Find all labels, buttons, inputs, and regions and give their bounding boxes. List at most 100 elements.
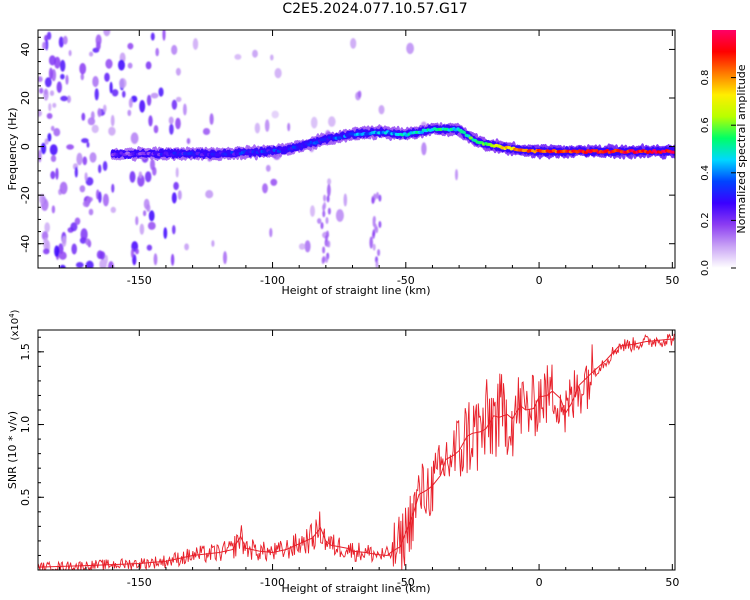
spectrogram-noise-blob — [378, 194, 382, 202]
spectrogram-noise-blob — [49, 144, 58, 156]
spectrogram-noise-blob — [406, 42, 414, 55]
spectrogram-noise-blob — [372, 229, 376, 237]
spectrogram-noise-blob — [51, 205, 56, 214]
spectrogram-noise-blob — [110, 206, 117, 213]
spectrogram-noise-blob — [322, 255, 326, 263]
spectrogram-noise-blob — [326, 230, 329, 238]
spectrogram-noise-blob — [211, 240, 215, 247]
spectrogram-noise-blob — [86, 196, 93, 202]
spectrogram-noise-blob — [183, 103, 187, 116]
spectrogram-noise-blob — [103, 30, 111, 37]
spectrogram-noise-blob — [150, 92, 159, 99]
spectrogram-noise-blob — [234, 54, 242, 60]
spectrogram-noise-blob — [163, 227, 168, 240]
spectrogram-noise-blob — [269, 227, 273, 238]
spectrogram-noise-blob — [323, 194, 327, 202]
spectrogram-noise-blob — [209, 113, 214, 125]
spectrogram-noise-blob — [65, 74, 69, 85]
spectrogram-noise-blob — [177, 190, 182, 200]
spectrogram-x-tick-label: 0 — [536, 274, 543, 287]
spectrogram-y-tick-label: -20 — [19, 186, 32, 204]
spectrogram-y-label: Frequency (Hz) — [6, 108, 19, 191]
snr-x-tick-label: -100 — [260, 576, 285, 589]
snr-x-axis: -150 -100 -50 0 50 — [58, 330, 679, 589]
spectrogram-noise-blob — [47, 133, 52, 142]
spectrogram-noise-blob — [376, 192, 379, 199]
spectrogram-noise-blob — [38, 109, 42, 117]
spectrogram-ridge-core — [462, 131, 466, 135]
snr-y-axis: 0.5 1.0 1.5 — [19, 336, 675, 571]
spectrogram-x-axis: -150 -100 -50 0 50 — [58, 30, 679, 287]
spectrogram-noise-blob — [59, 264, 66, 268]
spectrogram-noise-blob — [58, 36, 64, 48]
snr-y-label: SNR (10 * v/v) — [6, 411, 19, 489]
spectrogram-noise-blob — [150, 158, 155, 171]
spectrogram-noise-blob — [50, 125, 55, 132]
spectrogram-noise-blob — [96, 250, 104, 260]
snr-y-tick-label: 1.0 — [19, 416, 32, 434]
spectrogram-noise-blob — [145, 61, 152, 70]
snr-line-series — [38, 338, 675, 568]
spectrogram-noise-blob — [205, 190, 214, 199]
spectrogram-noise-blob — [43, 88, 49, 101]
spectrogram-y-tick-label: 20 — [19, 91, 32, 105]
spectrogram-noise-blob — [350, 38, 357, 49]
spectrogram-frame — [37, 29, 676, 269]
spectrogram-noise-blob — [271, 110, 279, 119]
spectrogram-noise-blob — [104, 254, 109, 264]
spectrogram-noise-blob — [265, 164, 271, 172]
spectrogram-noise-blob — [323, 202, 327, 209]
spectrogram-panel: -150 -100 -50 0 50 -40 -20 0 20 40 Height of str… — [6, 29, 679, 297]
spectrogram-noise-blob — [82, 200, 90, 207]
spectrogram-noise-blob — [375, 261, 379, 268]
snr-panel: -150 -100 -50 0 50 0.5 1.0 1.5 Height of strai… — [6, 309, 679, 595]
spectrogram-noise-blob — [171, 44, 178, 55]
spectrogram-noise-blob — [42, 41, 47, 50]
spectrogram-noise-blob — [50, 155, 57, 162]
spectrogram-noise-blob — [270, 54, 274, 61]
spectrogram-noise-blob — [60, 73, 65, 80]
spectrogram-noise-blob — [66, 144, 74, 150]
colorbar-tick-label: 0.2 — [700, 212, 711, 228]
spectrogram-noise-blob — [326, 240, 329, 248]
spectrogram-noise-blob — [146, 244, 153, 251]
spectrogram-noise-blob — [148, 210, 155, 222]
spectrogram-noise-blob — [94, 88, 99, 101]
spectrogram-noise-blob — [52, 102, 57, 108]
spectrogram-noise-blob — [155, 47, 159, 57]
spectrogram-noise-blob — [127, 42, 134, 50]
spectrogram-noise-blob — [104, 72, 110, 82]
snr-x-tick-label: -150 — [127, 576, 152, 589]
spectrogram-noise-blob — [89, 51, 94, 57]
spectrogram-noise-blob — [135, 216, 139, 226]
spectrogram-noise-blob — [184, 243, 190, 251]
spectrogram-noise-blob — [90, 111, 95, 121]
spectrogram-noise-blob — [84, 172, 88, 182]
spectrogram-noise-blob — [110, 114, 115, 127]
spectrogram-noise-blob — [223, 251, 227, 265]
spectrogram-noise-blob — [326, 195, 330, 203]
spectrogram-noise-blob — [147, 221, 156, 230]
spectrogram-noise-blob — [378, 221, 382, 228]
spectrogram-noise-blob — [252, 49, 258, 58]
colorbar: 0.0 0.2 0.4 0.6 0.8 Normalized spectral ampl… — [700, 30, 748, 276]
spectrogram-noise-blob — [59, 181, 68, 195]
spectrogram-noise-blob — [44, 34, 49, 42]
spectrogram-noise-blob — [68, 50, 72, 57]
spectrogram-noise-blob — [171, 99, 178, 110]
spectrogram-noise-blob — [97, 107, 102, 118]
spectrogram-y-tick-label: 40 — [19, 42, 32, 56]
spectrogram-noise-blob — [44, 222, 50, 233]
spectrogram-noise-blob — [60, 95, 68, 102]
spectrogram-noise-blob — [111, 183, 115, 193]
spectrogram-noise-blob — [369, 236, 374, 249]
spectrogram-noise-blob — [171, 192, 177, 204]
spectrogram-noise-blob — [43, 237, 49, 251]
spectrogram-noise-blob — [55, 167, 59, 180]
chart-title: C2E5.2024.077.10.57.G17 — [282, 1, 468, 17]
spectrogram-noise-blob — [105, 58, 113, 69]
snr-plot-area — [38, 330, 675, 570]
snr-x-label: Height of straight line (km) — [281, 582, 430, 595]
spectrogram-noise-blob — [310, 116, 318, 129]
spectrogram-noise-blob — [139, 100, 146, 113]
